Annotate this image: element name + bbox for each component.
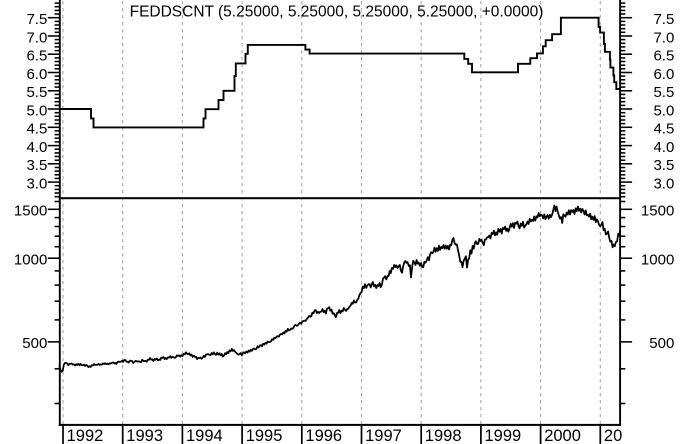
svg-text:1000: 1000 [641,252,674,269]
svg-text:3.5: 3.5 [26,157,47,174]
svg-text:6.0: 6.0 [26,66,47,83]
svg-text:5.5: 5.5 [26,84,47,101]
svg-text:3.0: 3.0 [653,175,674,192]
svg-text:1994: 1994 [186,427,223,444]
svg-text:5.0: 5.0 [26,102,47,119]
svg-text:500: 500 [22,335,47,352]
svg-text:1999: 1999 [485,427,522,444]
svg-text:4.0: 4.0 [653,139,674,156]
svg-text:2000: 2000 [544,427,581,444]
svg-text:1000: 1000 [14,252,47,269]
svg-text:4.5: 4.5 [26,121,47,138]
svg-text:1500: 1500 [14,203,47,220]
svg-text:1993: 1993 [126,427,163,444]
svg-text:1992: 1992 [67,427,104,444]
svg-text:1997: 1997 [365,427,402,444]
svg-text:1998: 1998 [425,427,462,444]
svg-text:7.5: 7.5 [653,11,674,28]
svg-text:500: 500 [649,335,674,352]
svg-text:5.5: 5.5 [653,84,674,101]
svg-text:1500: 1500 [641,203,674,220]
svg-text:1995: 1995 [246,427,283,444]
svg-text:4.0: 4.0 [26,139,47,156]
svg-text:3.0: 3.0 [26,175,47,192]
svg-text:6.5: 6.5 [26,48,47,65]
svg-text:7.0: 7.0 [26,29,47,46]
svg-text:3.5: 3.5 [653,157,674,174]
svg-text:7.0: 7.0 [653,29,674,46]
svg-text:1996: 1996 [305,427,342,444]
svg-text:6.0: 6.0 [653,66,674,83]
svg-text:4.5: 4.5 [653,121,674,138]
svg-text:20: 20 [604,427,622,444]
svg-text:FEDDSCNT (5.25000, 5.25000, 5.: FEDDSCNT (5.25000, 5.25000, 5.25000, 5.2… [130,3,544,20]
svg-text:7.5: 7.5 [26,11,47,28]
svg-text:6.5: 6.5 [653,48,674,65]
svg-text:5.0: 5.0 [653,102,674,119]
